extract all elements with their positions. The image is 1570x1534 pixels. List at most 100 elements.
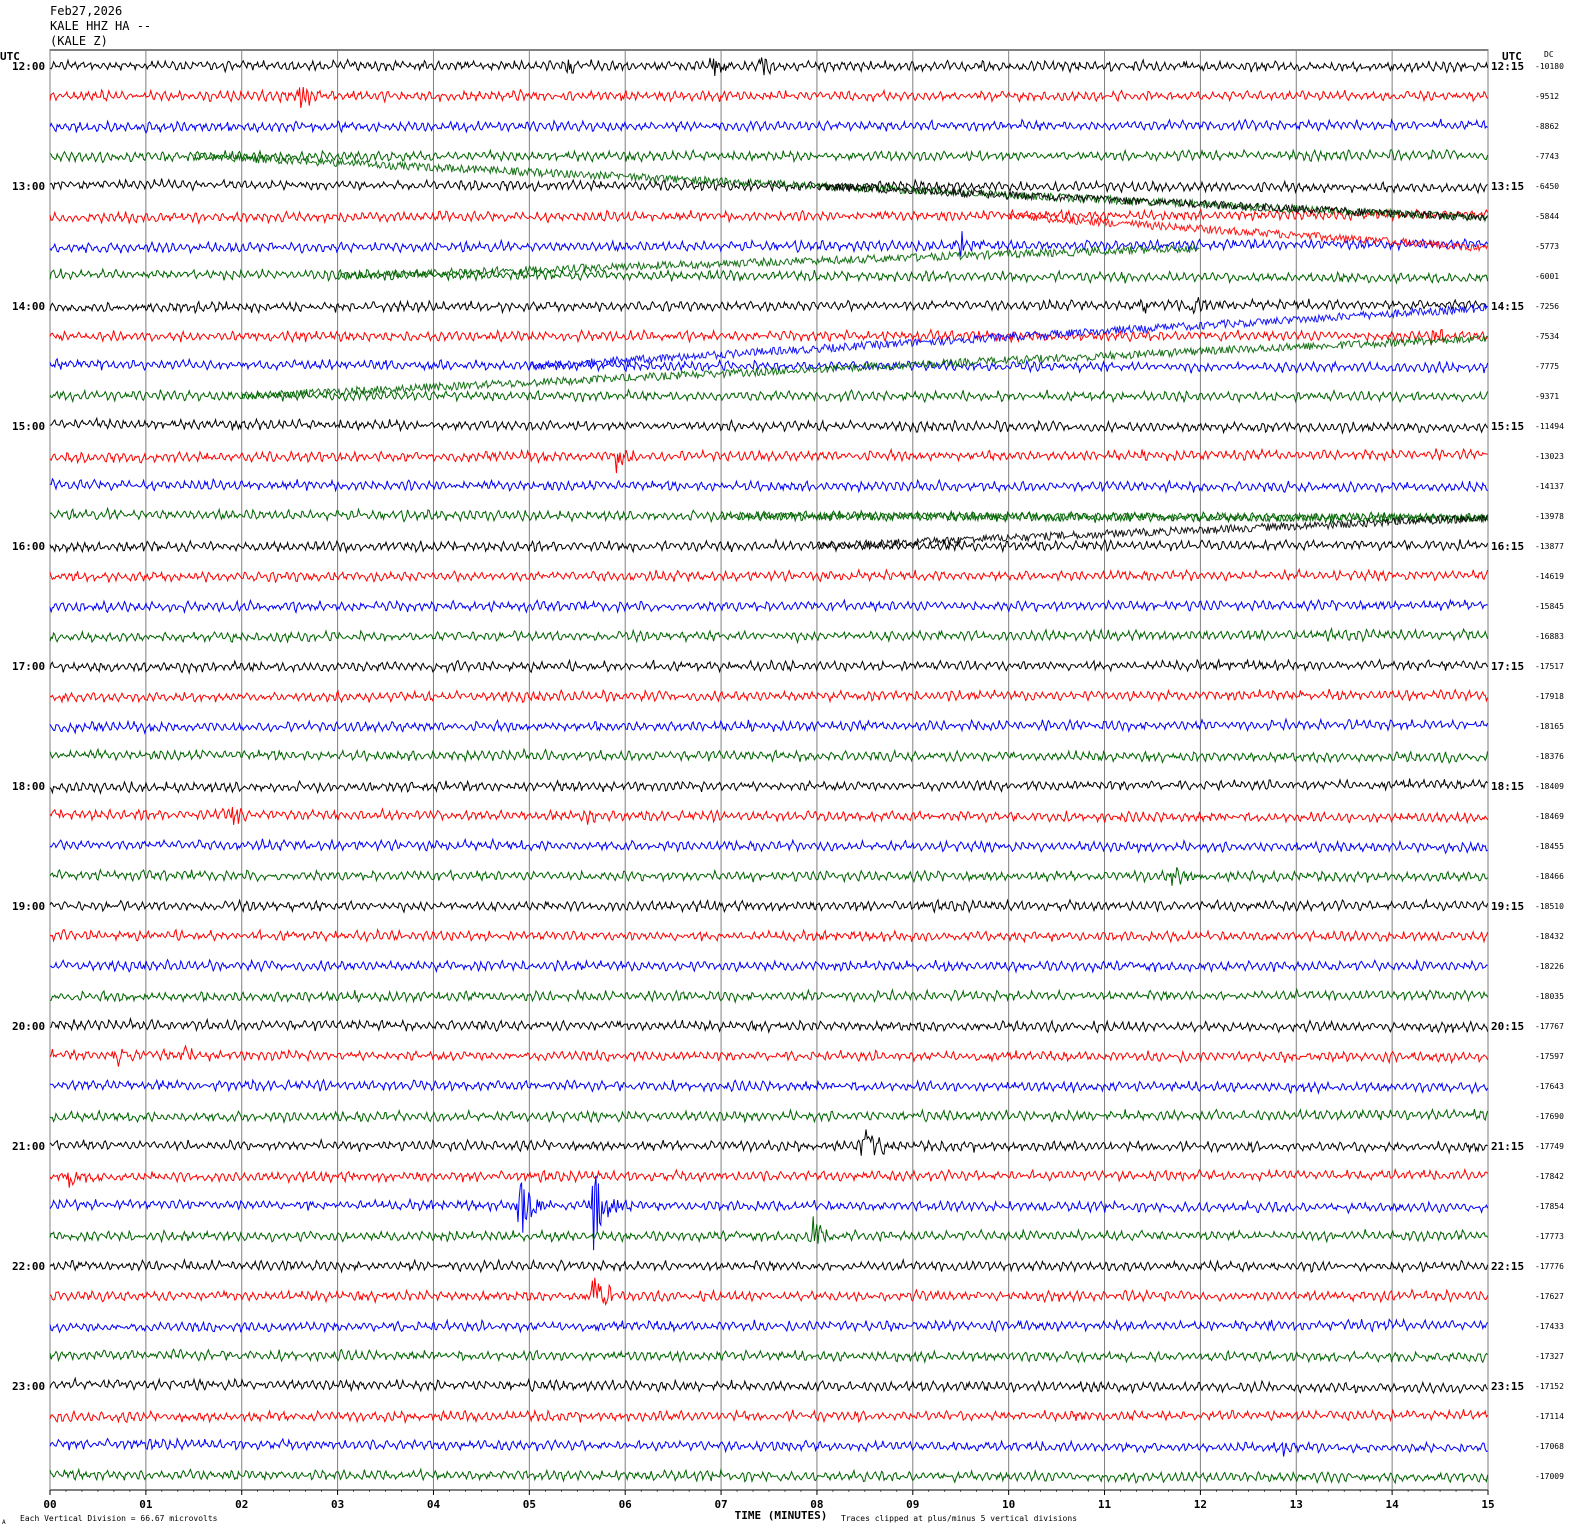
dc-offset-label: -13023 [1535, 452, 1564, 461]
x-tick-label: 13 [1290, 1498, 1303, 1511]
seismic-trace [49, 357, 1489, 374]
seismic-trace [49, 231, 1489, 257]
dc-offset-label: -17773 [1535, 1232, 1564, 1241]
header-date: Feb27,2026 [50, 4, 123, 18]
dc-offset-label: -18035 [1535, 992, 1564, 1001]
dc-offset-label: -5773 [1535, 242, 1559, 251]
dc-offset-label: -6001 [1535, 272, 1559, 281]
seismic-trace [50, 958, 1488, 974]
seismic-trace [49, 898, 1489, 914]
trace-group [49, 57, 1489, 1485]
overlap-trace [241, 335, 1488, 400]
seismic-trace [49, 297, 1488, 315]
seismic-trace [49, 1044, 1489, 1067]
dc-offset-label: -8862 [1535, 122, 1559, 131]
seismic-trace [49, 747, 1489, 765]
left-hour-label: 16:00 [12, 540, 45, 553]
plot-frame [49, 49, 1489, 1491]
seismic-trace [49, 118, 1488, 135]
dc-offset-label: -17152 [1535, 1382, 1564, 1391]
dc-offset-label: -7775 [1535, 362, 1559, 371]
seismic-trace [49, 178, 1488, 195]
left-hour-label: 19:00 [12, 900, 45, 913]
seismic-trace [49, 477, 1488, 494]
x-tick-label: 04 [427, 1498, 441, 1511]
right-hour-label: 22:15 [1491, 1260, 1524, 1273]
dc-offset-label: -17433 [1535, 1322, 1564, 1331]
dc-offset-label: -18165 [1535, 722, 1564, 731]
right-hour-label: 23:15 [1491, 1380, 1524, 1393]
label-group: 00 01 02 03 04 05 06 07 08 09 10 11 12 13 14 15 UTC UTC DC… [0, 50, 1564, 1526]
seismic-trace [49, 1437, 1488, 1457]
x-tick-label: 07 [714, 1498, 727, 1511]
x-tick-label: 10 [1002, 1498, 1015, 1511]
left-utc-title: UTC [0, 50, 20, 63]
overlap-trace [816, 513, 1489, 551]
left-hour-label: 21:00 [12, 1140, 45, 1153]
plot-grid [49, 49, 1489, 1495]
x-tick-label: 01 [139, 1498, 153, 1511]
right-hour-label: 13:15 [1491, 180, 1524, 193]
dc-offset-label: -17327 [1535, 1352, 1564, 1361]
right-utc-title: UTC [1502, 50, 1522, 63]
dc-offset-label: -18455 [1535, 842, 1564, 851]
seismic-trace [49, 1216, 1488, 1244]
seismic-trace [49, 267, 1489, 285]
seismic-trace [49, 447, 1488, 474]
dc-offset-label: -18376 [1535, 752, 1564, 761]
dc-offset-label: -10180 [1535, 62, 1564, 71]
header-station: KALE HHZ HA -- [50, 19, 152, 33]
x-tick-label: 11 [1098, 1498, 1112, 1511]
right-hour-label: 20:15 [1491, 1020, 1524, 1033]
seismic-trace [49, 1257, 1489, 1274]
dc-offset-label: -5844 [1535, 212, 1559, 221]
dc-offset-label: -18409 [1535, 782, 1564, 791]
seismic-trace [49, 806, 1489, 825]
dc-offset-label: -18466 [1535, 872, 1564, 881]
dc-offset-label: -15845 [1535, 602, 1564, 611]
clip-note: Traces clipped at plus/minus 5 vertical … [841, 1514, 1077, 1523]
dc-offset-label: -7743 [1535, 152, 1559, 161]
dc-offset-label: -17009 [1535, 1472, 1564, 1481]
dc-offset-label: -17114 [1535, 1412, 1564, 1421]
right-hour-label: 21:15 [1491, 1140, 1524, 1153]
x-axis-title: TIME (MINUTES) [735, 1509, 828, 1522]
x-tick-label: 00 [43, 1498, 56, 1511]
seismic-trace [49, 86, 1489, 108]
seismic-trace [49, 1348, 1488, 1364]
scale-note: Each Vertical Division = 66.67 microvolt… [20, 1514, 218, 1523]
dc-title: DC [1544, 50, 1554, 59]
seismic-trace [49, 658, 1489, 675]
x-tick-label: 08 [810, 1498, 823, 1511]
seismic-trace [49, 598, 1488, 615]
dc-offset-label: -14137 [1535, 482, 1564, 491]
left-hour-label: 23:00 [12, 1380, 45, 1393]
seismic-trace [49, 1175, 1489, 1251]
right-hour-label: 16:15 [1491, 540, 1524, 553]
left-hour-label: 12:00 [12, 60, 45, 73]
x-tick-label: 15 [1481, 1498, 1494, 1511]
right-hour-label: 14:15 [1491, 300, 1524, 313]
seismic-trace [49, 1277, 1489, 1307]
right-hour-label: 17:15 [1491, 660, 1524, 673]
seismic-trace [49, 688, 1489, 704]
seismic-trace [49, 1467, 1489, 1485]
right-hour-label: 15:15 [1491, 420, 1524, 433]
dc-offset-label: -18510 [1535, 902, 1564, 911]
dc-offset-label: -7534 [1535, 332, 1559, 341]
dc-offset-label: -7256 [1535, 302, 1559, 311]
dc-offset-label: -6450 [1535, 182, 1559, 191]
overlap-trace [1008, 212, 1488, 253]
x-tick-label: 05 [523, 1498, 536, 1511]
right-hour-label: 12:15 [1491, 60, 1524, 73]
seismic-trace [49, 867, 1488, 886]
seismic-trace [49, 1167, 1488, 1188]
seismic-trace [49, 777, 1488, 795]
seismic-trace [49, 626, 1489, 645]
dc-offset-label: -9371 [1535, 392, 1559, 401]
x-tick-label: 03 [331, 1498, 344, 1511]
dc-offset-label: -17068 [1535, 1442, 1564, 1451]
dc-offset-label: -11494 [1535, 422, 1564, 431]
dc-offset-label: -17749 [1535, 1142, 1564, 1151]
